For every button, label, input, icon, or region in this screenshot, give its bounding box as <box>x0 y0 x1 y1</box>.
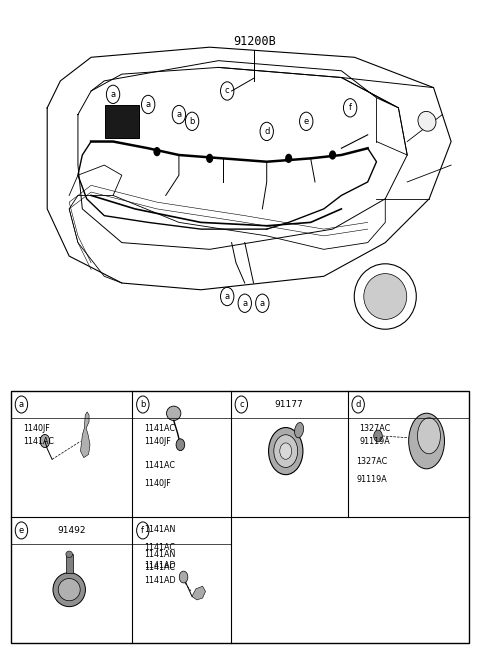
Text: 1141AC: 1141AC <box>23 437 54 445</box>
Bar <box>132 391 231 419</box>
Text: 91119A: 91119A <box>360 437 390 445</box>
Ellipse shape <box>280 443 292 459</box>
Text: a: a <box>242 299 247 307</box>
Text: d: d <box>264 127 269 136</box>
Circle shape <box>207 154 213 162</box>
Text: 1141AC: 1141AC <box>144 562 175 572</box>
Ellipse shape <box>408 413 444 469</box>
Ellipse shape <box>58 579 80 600</box>
Text: a: a <box>110 90 116 99</box>
Bar <box>11 391 469 643</box>
Polygon shape <box>192 586 205 600</box>
Ellipse shape <box>295 422 303 438</box>
Circle shape <box>154 148 160 156</box>
Text: d: d <box>356 400 361 409</box>
Ellipse shape <box>364 273 407 319</box>
Text: f: f <box>141 526 144 535</box>
Text: 1140JF: 1140JF <box>23 424 49 432</box>
Ellipse shape <box>66 551 72 558</box>
Text: c: c <box>239 400 244 409</box>
Text: 91119A: 91119A <box>356 475 387 484</box>
Text: c: c <box>225 87 229 95</box>
Text: 91177: 91177 <box>275 400 304 409</box>
Text: 1141AC: 1141AC <box>144 424 175 432</box>
Text: a: a <box>260 299 265 307</box>
Ellipse shape <box>53 573 85 606</box>
Text: f: f <box>348 103 352 112</box>
Text: a: a <box>176 110 181 119</box>
Text: 1327AC: 1327AC <box>360 424 391 432</box>
Ellipse shape <box>418 418 441 454</box>
Bar <box>11 516 132 544</box>
Circle shape <box>179 571 188 583</box>
FancyBboxPatch shape <box>66 555 72 573</box>
Text: 1141AC: 1141AC <box>144 461 175 470</box>
Bar <box>11 391 132 419</box>
Text: a: a <box>225 292 230 301</box>
Ellipse shape <box>418 112 436 131</box>
Text: a: a <box>145 100 151 109</box>
Text: b: b <box>190 117 195 125</box>
Text: 1141AN: 1141AN <box>144 526 176 534</box>
Text: 1141AN: 1141AN <box>144 549 176 558</box>
Polygon shape <box>81 412 90 458</box>
Text: e: e <box>304 117 309 125</box>
Circle shape <box>330 151 336 159</box>
Bar <box>231 391 348 419</box>
Text: 1141AC: 1141AC <box>144 543 175 552</box>
Circle shape <box>286 154 291 162</box>
FancyBboxPatch shape <box>105 105 139 138</box>
Text: 1140JF: 1140JF <box>144 479 171 487</box>
Text: 1141AD: 1141AD <box>144 560 176 570</box>
Text: a: a <box>19 400 24 409</box>
Bar <box>132 516 231 544</box>
Text: b: b <box>140 400 145 409</box>
Ellipse shape <box>269 428 303 474</box>
Ellipse shape <box>354 264 416 329</box>
Circle shape <box>176 439 185 451</box>
Bar <box>348 391 469 419</box>
Ellipse shape <box>274 435 298 468</box>
Text: 91492: 91492 <box>58 526 86 535</box>
Text: e: e <box>19 526 24 535</box>
Circle shape <box>374 430 382 442</box>
Text: 91200B: 91200B <box>233 35 276 49</box>
Text: 1141AD: 1141AD <box>144 576 176 585</box>
Text: 1327AC: 1327AC <box>356 457 387 466</box>
Text: 1140JF: 1140JF <box>144 437 171 445</box>
Circle shape <box>40 434 50 447</box>
Ellipse shape <box>167 406 181 420</box>
